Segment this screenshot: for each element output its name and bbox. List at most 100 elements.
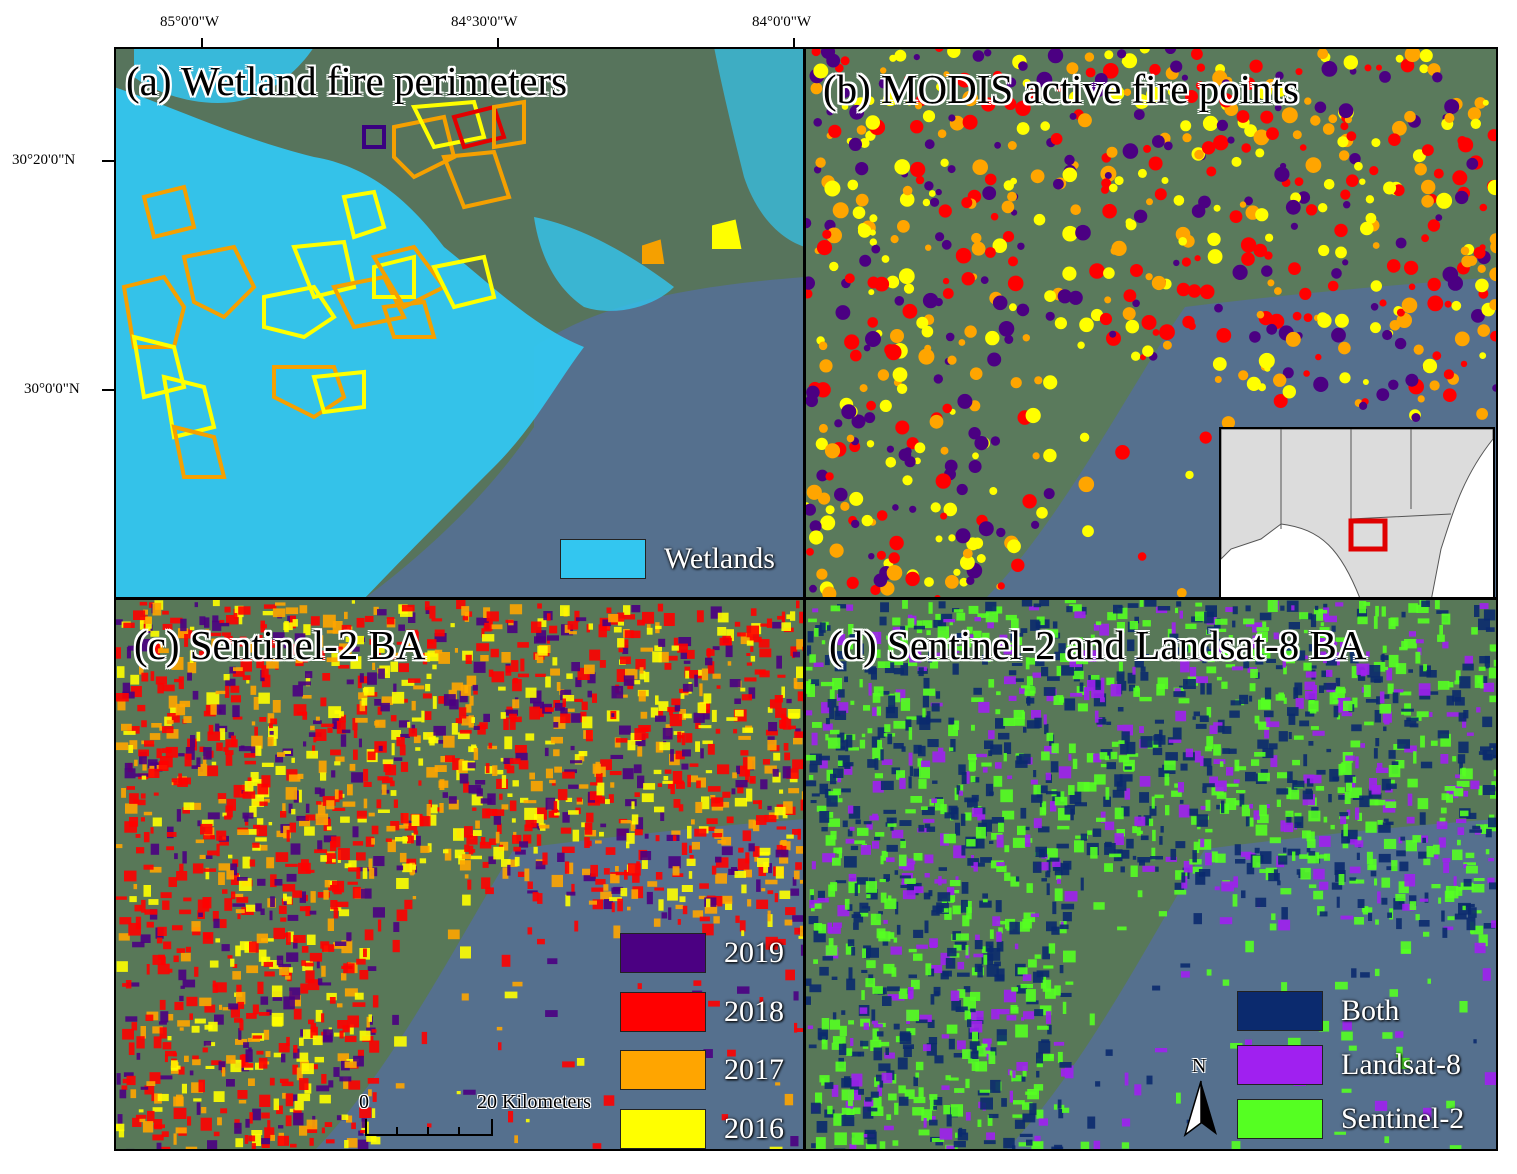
fire-point: [1137, 552, 1147, 561]
burned-area-patch: [994, 961, 1001, 967]
burned-area-patch: [236, 984, 242, 993]
burned-area-patch: [299, 906, 311, 912]
burned-area-patch: [1352, 697, 1358, 708]
burned-area-patch: [1355, 879, 1365, 884]
burned-area-patch: [1454, 680, 1460, 685]
burned-area-patch: [402, 863, 413, 873]
burned-area-patch: [923, 688, 936, 696]
burned-area-patch: [961, 845, 966, 856]
burned-area-patch: [1341, 712, 1353, 717]
burned-area-patch: [1255, 653, 1264, 665]
fire-point: [1062, 167, 1078, 183]
burned-area-patch: [871, 1009, 876, 1022]
burned-area-patch: [608, 614, 619, 623]
fire-point: [1256, 83, 1272, 100]
burned-area-patch: [878, 691, 890, 695]
burned-area-patch: [991, 817, 1005, 824]
fire-point: [1231, 156, 1242, 167]
burned-area-patch: [576, 799, 583, 805]
fire-point: [1331, 268, 1342, 279]
burned-area-patch: [1225, 607, 1235, 612]
burned-area-patch: [159, 1027, 167, 1039]
burned-area-patch: [228, 854, 233, 859]
burned-area-patch: [136, 847, 145, 854]
burned-area-patch: [1434, 854, 1439, 860]
burned-area-patch: [726, 717, 738, 721]
burned-area-patch: [1105, 787, 1110, 800]
burned-area-patch: [717, 764, 730, 775]
burned-area-patch: [1096, 718, 1107, 725]
fire-point: [904, 456, 916, 468]
burned-area-patch: [157, 963, 170, 975]
burned-area-patch: [1278, 855, 1288, 865]
burned-area-patch: [570, 745, 575, 751]
burned-area-patch: [1319, 627, 1330, 640]
fire-point: [1421, 179, 1436, 195]
fire-point: [1476, 408, 1488, 420]
burned-area-patch: [1187, 808, 1199, 816]
burned-area-patch: [177, 1020, 190, 1027]
burned-area-patch: [575, 677, 582, 688]
burned-area-patch: [933, 1097, 943, 1106]
burned-area-patch: [1249, 695, 1253, 702]
burned-area-patch: [1110, 684, 1122, 697]
burned-area-patch: [930, 994, 935, 1005]
legend-label-2016: 2016: [724, 1112, 784, 1145]
burned-area-patch: [827, 625, 831, 631]
burned-area-patch: [1399, 1057, 1410, 1069]
fire-point: [861, 514, 873, 527]
burned-area-patch: [443, 694, 456, 706]
burned-area-patch: [1054, 985, 1061, 996]
burned-area-patch: [424, 652, 431, 662]
burned-area-patch: [1057, 1099, 1062, 1109]
burned-area-patch: [734, 797, 748, 807]
burned-area-patch: [1459, 768, 1473, 780]
burned-area-patch: [566, 862, 574, 875]
burned-area-patch: [1015, 1024, 1028, 1038]
burned-area-patch: [424, 601, 430, 611]
burned-area-patch: [1100, 811, 1106, 823]
burned-area-patch: [369, 868, 375, 879]
fire-point: [1413, 344, 1424, 355]
burned-area-patch: [1245, 940, 1254, 953]
burned-area-patch: [675, 904, 684, 910]
burned-area-patch: [1152, 829, 1156, 842]
fire-point: [1062, 225, 1078, 242]
burned-area-patch: [544, 707, 554, 712]
fire-point: [992, 295, 1008, 311]
burned-area-patch: [408, 612, 416, 623]
burned-area-patch: [157, 926, 167, 936]
burned-area-patch: [1369, 858, 1377, 869]
burned-area-patch: [931, 1138, 945, 1142]
fire-point: [813, 118, 822, 127]
burned-area-patch: [762, 759, 771, 765]
burned-area-patch: [1031, 710, 1041, 719]
burned-area-patch: [1266, 721, 1280, 728]
burned-area-patch: [152, 1107, 163, 1112]
burned-area-patch: [1275, 665, 1283, 670]
burned-area-patch: [239, 941, 252, 951]
burned-area-patch: [996, 968, 1005, 981]
burned-area-patch: [256, 1050, 264, 1055]
burned-area-patch: [610, 754, 624, 759]
fire-point: [1379, 71, 1391, 83]
burned-area-patch: [226, 1055, 236, 1064]
burned-area-patch: [290, 1143, 297, 1148]
burned-area-patch: [1036, 1070, 1040, 1078]
burned-area-patch: [267, 737, 274, 747]
burned-area-patch: [146, 921, 154, 928]
burned-area-patch: [289, 1108, 295, 1113]
fire-point: [1467, 107, 1481, 121]
burned-area-patch: [1139, 859, 1145, 866]
burned-area-patch: [1388, 765, 1401, 778]
burned-area-patch: [1175, 841, 1186, 849]
burned-area-patch: [244, 781, 254, 792]
burned-area-patch: [320, 855, 327, 862]
burned-area-patch: [660, 812, 665, 821]
burned-area-patch: [1348, 631, 1356, 641]
burned-area-patch: [173, 640, 178, 651]
burned-area-patch: [171, 778, 178, 783]
burned-area-patch: [215, 938, 221, 943]
burned-area-patch: [702, 826, 716, 831]
burned-area-patch: [1241, 804, 1250, 817]
